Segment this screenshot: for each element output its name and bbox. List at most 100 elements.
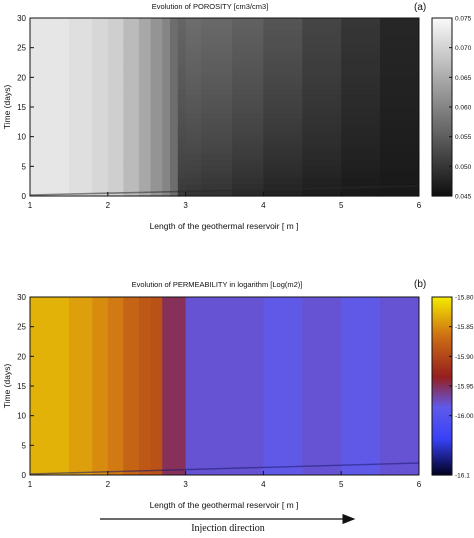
porosity-heatmap-cell [185, 77, 202, 84]
porosity-heatmap-cell [263, 160, 303, 167]
permeability-colorbar-segment [432, 379, 452, 383]
porosity-heatmap-cell [201, 178, 233, 185]
porosity-heatmap-cell [263, 41, 303, 49]
porosity-heatmap-cell [68, 136, 93, 144]
porosity-heatmap-cell [263, 29, 303, 37]
porosity-colorbar-segment [432, 169, 452, 173]
porosity-colorbar-segment [432, 86, 452, 90]
porosity-heatmap-cell [170, 160, 179, 167]
porosity-heatmap-cell [92, 142, 109, 150]
porosity-colorbar-segment [432, 69, 452, 72]
porosity-colorbar-segment [432, 20, 452, 24]
porosity-heatmap-cell [107, 124, 124, 132]
porosity-heatmap-cell [170, 59, 179, 67]
porosity-heatmap-cell [177, 136, 187, 144]
permeability-colorbar-segment [432, 323, 452, 327]
porosity-heatmap-cell [30, 53, 70, 61]
porosity-heatmap-cell [162, 77, 171, 84]
porosity-colorbar-segment [432, 187, 452, 190]
porosity-heatmap-cell [201, 71, 233, 78]
porosity-colorbar-segment [432, 42, 452, 46]
permeability-colorbar-segment [432, 310, 452, 314]
porosity-heatmap-cell [138, 89, 152, 96]
porosity-heatmap-cell [123, 107, 140, 114]
porosity-heatmap-cell [68, 142, 93, 150]
porosity-heatmap-cell [123, 136, 140, 144]
porosity-heatmap-cell [185, 59, 202, 67]
porosity-heatmap-cell [68, 160, 93, 167]
permeability-colorbar-segment [432, 334, 452, 338]
permeability-colorbar-segment [432, 408, 452, 412]
porosity-colorbar-segment [432, 167, 452, 170]
porosity-colorbar-segment [432, 113, 452, 117]
porosity-colorbar-segment [432, 189, 452, 193]
porosity-heatmap-cell [162, 160, 171, 167]
porosity-heatmap-cell [68, 95, 93, 102]
porosity-heatmap-cell [138, 95, 152, 102]
porosity-heatmap-cell [201, 77, 233, 84]
porosity-heatmap-cell [92, 118, 109, 126]
permeability-x-tick-label: 5 [339, 480, 344, 489]
porosity-heatmap-cell [138, 107, 152, 114]
porosity-heatmap-cell [162, 107, 171, 114]
porosity-heatmap-cell [30, 23, 70, 31]
porosity-heatmap-cell [107, 166, 124, 173]
porosity-heatmap-cell [68, 47, 93, 55]
porosity-y-axis-label: Time (days) [2, 85, 12, 130]
porosity-heatmap-cell [68, 172, 93, 179]
porosity-heatmap-cell [263, 136, 303, 144]
porosity-heatmap-cell [263, 107, 303, 114]
porosity-heatmap-cell [232, 118, 264, 126]
porosity-heatmap-cell [232, 178, 264, 185]
porosity-colorbar-segment [432, 49, 452, 52]
permeability-colorbar-segment [432, 377, 452, 380]
porosity-heatmap-cell [162, 35, 171, 43]
porosity-heatmap-cell [150, 160, 163, 167]
porosity-heatmap-cell [162, 118, 171, 126]
permeability-colorbar-segment [432, 343, 452, 347]
porosity-colorbar-segment [432, 142, 452, 146]
permeability-colorbar-segment [432, 459, 452, 463]
porosity-heatmap-cell [162, 18, 171, 25]
permeability-colorbar-segment [432, 450, 452, 454]
porosity-heatmap-cell [150, 166, 163, 173]
porosity-heatmap-cell [162, 136, 171, 144]
porosity-heatmap-cell [138, 166, 152, 173]
porosity-heatmap-cell [68, 83, 93, 90]
porosity-heatmap-cell [232, 172, 264, 179]
porosity-heatmap-cell [123, 29, 140, 37]
porosity-heatmap-cell [201, 41, 233, 49]
porosity-heatmap-cell [232, 47, 264, 55]
porosity-heatmap-cell [170, 112, 179, 120]
porosity-heatmap-cell [92, 178, 109, 185]
porosity-heatmap-cell [177, 190, 187, 197]
porosity-heatmap-cell [302, 71, 342, 78]
permeability-colorbar-segment [432, 381, 452, 385]
porosity-colorbar-segment [432, 140, 452, 144]
porosity-heatmap-cell [302, 35, 342, 43]
porosity-heatmap-cell [150, 148, 163, 156]
porosity-heatmap-cell [232, 148, 264, 156]
porosity-heatmap-cell [177, 101, 187, 108]
porosity-heatmap-cell [68, 65, 93, 72]
porosity-heatmap-cell [68, 77, 93, 84]
permeability-colorbar-segment [432, 330, 452, 334]
porosity-heatmap-cell [92, 29, 109, 37]
permeability-colorbar-segment [432, 392, 452, 396]
porosity-heatmap-cell [107, 29, 124, 37]
permeability-y-tick-label: 30 [17, 293, 26, 302]
porosity-heatmap-cell [107, 142, 124, 150]
porosity-heatmap-cell [92, 53, 109, 61]
porosity-heatmap-cell [170, 29, 179, 37]
porosity-heatmap-cell [380, 178, 420, 185]
permeability-x-tick-label: 2 [106, 480, 111, 489]
porosity-heatmap-cell [232, 53, 264, 61]
porosity-heatmap-cell [263, 18, 303, 25]
porosity-heatmap-cell [68, 124, 93, 132]
porosity-heatmap-cell [185, 101, 202, 108]
porosity-heatmap-cell [107, 71, 124, 78]
permeability-heatmap-cell [68, 297, 93, 475]
porosity-heatmap-cell [185, 18, 202, 25]
permeability-heatmap-cell [341, 297, 381, 475]
porosity-heatmap-cell [177, 29, 187, 37]
